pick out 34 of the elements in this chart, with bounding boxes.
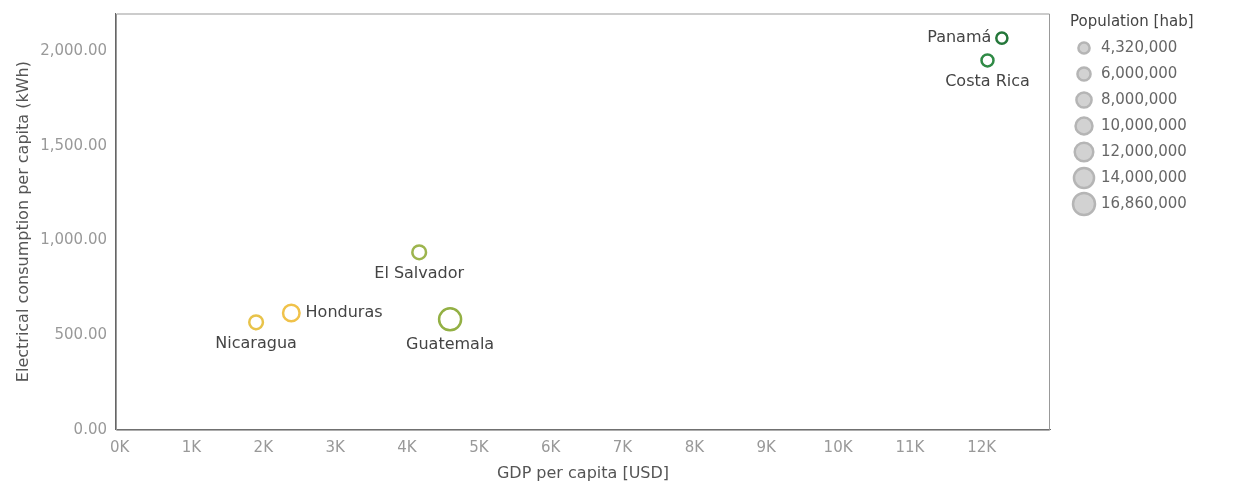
legend-label: 4,320,000 xyxy=(1101,37,1178,56)
y-axis-title: Electrical consumption per capita (kWh) xyxy=(12,61,32,383)
x-tick-label: 6K xyxy=(540,437,562,456)
x-tick-label: 12K xyxy=(967,437,998,456)
y-tick-label: 1,000.00 xyxy=(40,230,107,249)
legend-label: 12,000,000 xyxy=(1101,141,1187,160)
legend-title: Population [hab] xyxy=(1070,11,1194,30)
x-tick-label: 2K xyxy=(253,437,275,456)
x-tick-label: 8K xyxy=(684,437,706,456)
y-tick-label: 0.00 xyxy=(73,419,107,438)
x-axis-title: GDP per capita [USD] xyxy=(496,462,670,482)
x-tick-label: 0K xyxy=(109,437,131,456)
legend-label: 8,000,000 xyxy=(1101,89,1178,108)
annotation: El Salvador xyxy=(374,263,465,283)
x-tick-label: 11K xyxy=(895,437,926,456)
legend-label: 14,000,000 xyxy=(1101,167,1187,186)
x-tick-label: 7K xyxy=(612,437,634,456)
x-tick-label: 1K xyxy=(181,437,203,456)
annotation: Guatemala xyxy=(406,334,495,354)
x-tick-label: 4K xyxy=(397,437,418,456)
y-tick-label: 500.00 xyxy=(54,325,107,344)
annotation: Honduras xyxy=(305,302,383,322)
y-tick-label: 2,000.00 xyxy=(40,41,107,60)
x-tick-label: 10K xyxy=(823,437,854,456)
legend-label: 10,000,000 xyxy=(1101,115,1187,134)
annotation: Panamá xyxy=(927,27,992,47)
legend-label: 16,860,000 xyxy=(1101,193,1187,212)
x-tick-label: 9K xyxy=(756,437,778,456)
y-tick-label: 1,500.00 xyxy=(40,135,107,154)
annotation: Costa Rica xyxy=(945,70,1030,90)
annotation: Nicaragua xyxy=(215,333,297,353)
x-tick-label: 3K xyxy=(325,437,346,456)
legend-label: 6,000,000 xyxy=(1101,63,1178,82)
x-tick-label: 5K xyxy=(469,437,490,456)
